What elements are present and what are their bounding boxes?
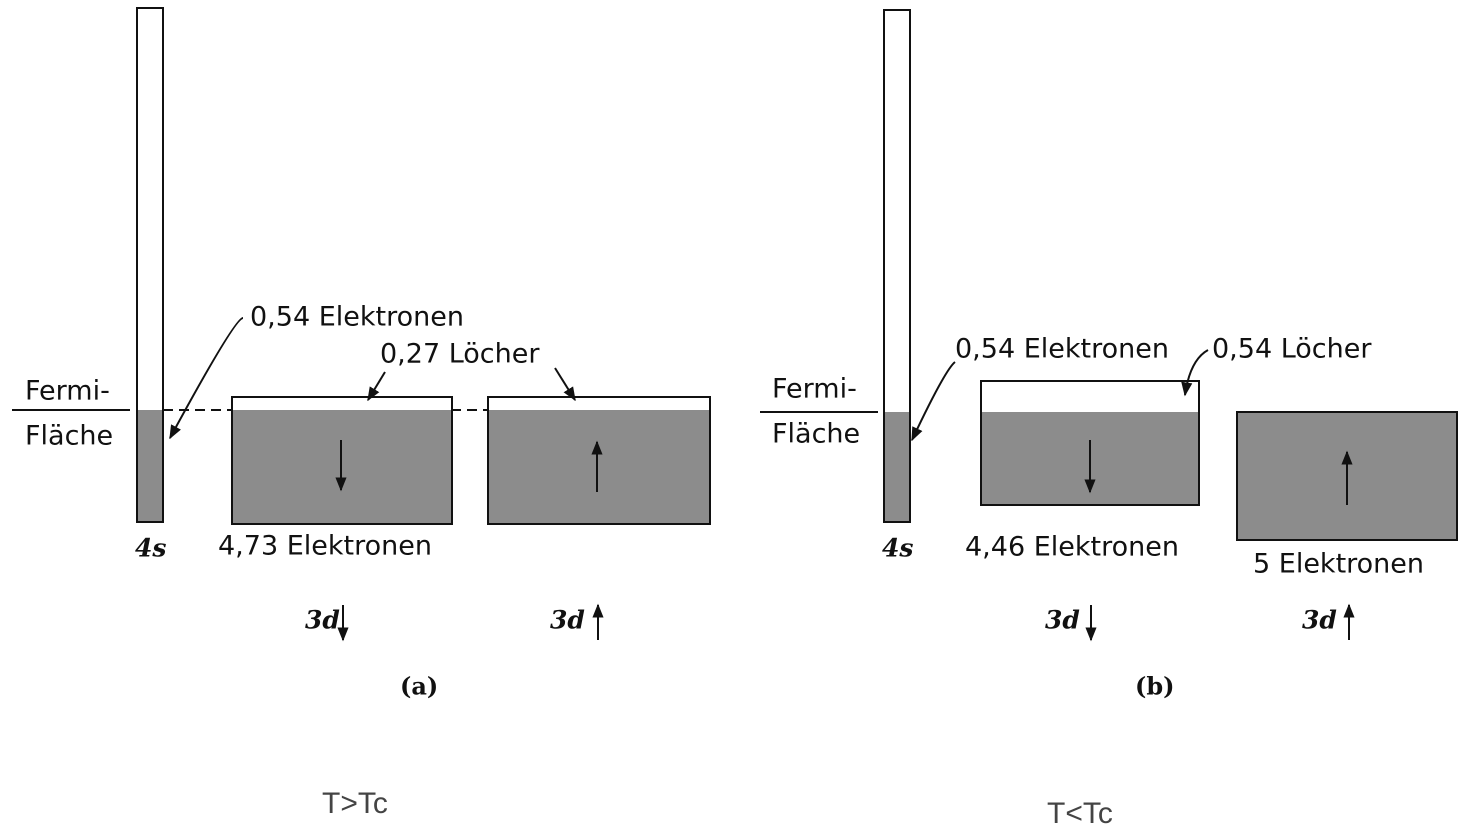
band-4s-fill — [138, 410, 162, 521]
electrons-4s: 0,54 Elektronen — [955, 334, 1169, 365]
fermi-label: Fermi- — [25, 376, 110, 407]
fermi-label: Fläche — [772, 419, 860, 450]
leader — [367, 371, 386, 402]
leader — [554, 367, 576, 402]
band-up-label: 3d — [1302, 606, 1337, 635]
down-electrons: 4,46 Elektronen — [965, 532, 1179, 563]
caption: (b) — [1135, 672, 1175, 701]
band-4s-fill — [885, 412, 909, 521]
band-4s-label: 4s — [135, 534, 166, 563]
band-up-label: 3d — [550, 606, 585, 635]
leader — [911, 361, 956, 442]
band-down-label: 3d — [305, 606, 340, 635]
caption: (a) — [400, 672, 438, 701]
band-3d-up-fill — [489, 410, 709, 523]
holes: 0,27 Löcher — [380, 339, 540, 370]
condition: T<Tc — [1047, 797, 1113, 830]
band-4s-label: 4s — [882, 534, 913, 563]
up-electrons: 5 Elektronen — [1253, 549, 1424, 580]
leader — [1181, 349, 1209, 397]
holes: 0,54 Löcher — [1212, 334, 1372, 365]
fermi-label: Fläche — [25, 421, 113, 452]
panel-b: Fermi- Fläche 0,54 Elektronen 0,54 Löche… — [760, 9, 1458, 830]
condition: T>Tc — [322, 787, 388, 820]
electrons-4s: 0,54 Elektronen — [250, 302, 464, 333]
fermi-label: Fermi- — [772, 374, 857, 405]
panel-a: Fermi- Fläche 0,54 Elektronen 0,27 Löche… — [12, 7, 711, 820]
leader — [169, 317, 244, 440]
down-electrons: 4,73 Elektronen — [218, 531, 432, 562]
band-down-label: 3d — [1045, 606, 1080, 635]
